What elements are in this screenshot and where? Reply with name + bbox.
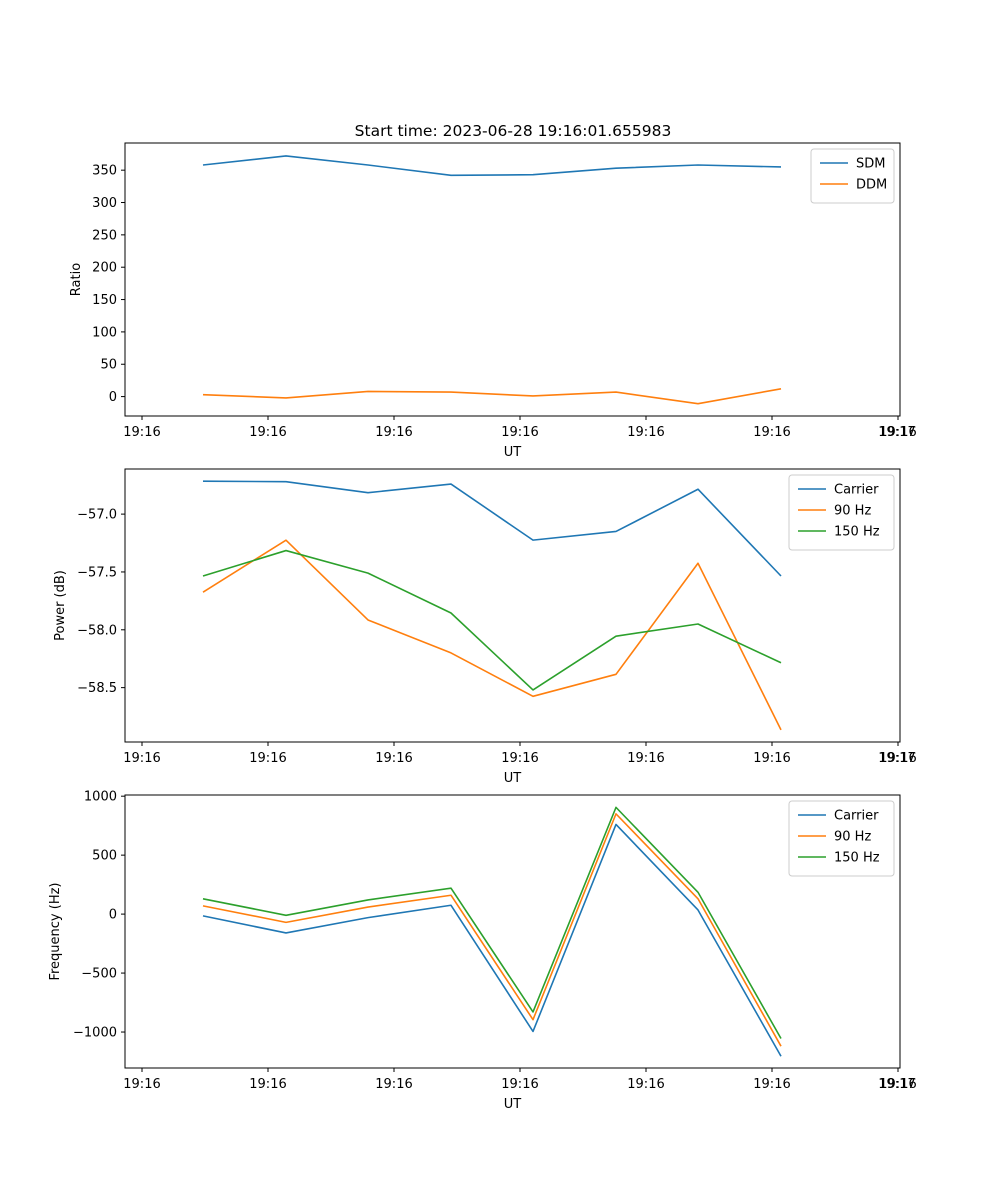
power-legend-label-carrier: Carrier bbox=[834, 483, 879, 498]
frequency-ytick-label: −500 bbox=[81, 967, 117, 982]
ratio-xtick-label: 19:16 bbox=[501, 425, 538, 440]
frequency-legend-label-150-hz: 150 Hz bbox=[834, 851, 880, 866]
figure-title: Start time: 2023-06-28 19:16:01.655983 bbox=[355, 122, 672, 140]
power-xtick-label: 19:16 bbox=[627, 751, 664, 766]
ratio-legend: SDM DDM bbox=[810, 148, 895, 204]
ratio-ytick-label: 150 bbox=[92, 293, 117, 308]
frequency-series-90-hz-line bbox=[202, 813, 782, 1047]
frequency-legend-label-90-hz: 90 Hz bbox=[834, 830, 871, 845]
ratio-ytick-label: 350 bbox=[92, 164, 117, 179]
ratio-xtick-label: 19:16 bbox=[879, 425, 916, 440]
power-series-carrier-line bbox=[202, 480, 782, 577]
ratio-xtick-label: 19:16 bbox=[249, 425, 286, 440]
frequency-ytick-label: 1000 bbox=[84, 790, 117, 805]
ratio-ytick-label: 250 bbox=[92, 228, 117, 243]
frequency-x-axis-label: UT bbox=[504, 1097, 522, 1112]
power-plot-area bbox=[124, 468, 901, 743]
ratio-ytick-label: 200 bbox=[92, 261, 117, 276]
power-xtick-label: 19:16 bbox=[249, 751, 286, 766]
frequency-xtick-label: 19:16 bbox=[753, 1077, 790, 1092]
frequency-xtick-label: 19:16 bbox=[123, 1077, 160, 1092]
ratio-plot-area bbox=[124, 142, 901, 417]
power-xtick-label: 19:16 bbox=[501, 751, 538, 766]
frequency-ytick-label: 0 bbox=[109, 908, 117, 923]
power-panel: 19:16 19:16 19:16 19:16 19:16 19:16 19:1619:17… bbox=[53, 468, 917, 786]
frequency-xtick-label: 19:16 bbox=[375, 1077, 412, 1092]
ratio-ytick-label: 50 bbox=[100, 358, 117, 373]
frequency-panel: 19:16 19:16 19:16 19:16 19:16 19:16 19:1619:17… bbox=[48, 790, 917, 1112]
power-legend: Carrier 90 Hz 150 Hz bbox=[788, 474, 895, 551]
frequency-xtick-label: 19:17 bbox=[878, 1077, 915, 1092]
power-ytick-label: −57.5 bbox=[77, 565, 117, 580]
ratio-x-axis-label: UT bbox=[504, 445, 522, 460]
ratio-xtick-label: 19:16 bbox=[375, 425, 412, 440]
frequency-xtick-label: 19:16 bbox=[627, 1077, 664, 1092]
frequency-xtick-label: 19:16 bbox=[501, 1077, 538, 1092]
ratio-xtick-label: 19:16 bbox=[753, 425, 790, 440]
power-ytick-label: −58.0 bbox=[77, 623, 117, 638]
power-xtick-label: 19:17 bbox=[878, 751, 915, 766]
ratio-xtick-label: 19:17 bbox=[878, 425, 915, 440]
ratio-ytick-label: 300 bbox=[92, 196, 117, 211]
ratio-xtick-label: 19:16 bbox=[123, 425, 160, 440]
frequency-plot-area bbox=[124, 794, 901, 1069]
frequency-ytick-label: 500 bbox=[92, 849, 117, 864]
power-legend-label-150-hz: 150 Hz bbox=[834, 525, 880, 540]
power-y-axis-label: Power (dB) bbox=[53, 570, 68, 641]
power-ytick-label: −58.5 bbox=[77, 681, 117, 696]
power-series-90-hz-line bbox=[202, 539, 782, 731]
frequency-legend-label-carrier: Carrier bbox=[834, 809, 879, 824]
power-xtick-label: 19:16 bbox=[375, 751, 412, 766]
power-xtick-label: 19:16 bbox=[879, 751, 916, 766]
power-x-axis-label: UT bbox=[504, 771, 522, 786]
frequency-xtick-label: 19:16 bbox=[249, 1077, 286, 1092]
frequency-xtick-label: 19:16 bbox=[879, 1077, 916, 1092]
power-legend-label-90-hz: 90 Hz bbox=[834, 504, 871, 519]
ratio-ytick-label: 0 bbox=[109, 390, 117, 405]
frequency-ytick-label: −1000 bbox=[73, 1026, 117, 1041]
ratio-panel: 19:16 19:16 19:16 19:16 19:16 19:16 19:1619:17… bbox=[69, 142, 917, 460]
ratio-xtick-label: 19:16 bbox=[627, 425, 664, 440]
frequency-y-axis-label: Frequency (Hz) bbox=[48, 882, 63, 980]
ratio-legend-label-ddm: DDM bbox=[856, 178, 887, 193]
power-xtick-label: 19:16 bbox=[753, 751, 790, 766]
ratio-legend-label-sdm: SDM bbox=[856, 157, 885, 172]
ratio-series-ddm-line bbox=[202, 388, 782, 405]
power-series-150-hz-line bbox=[202, 549, 782, 691]
power-ytick-label: −57.0 bbox=[77, 508, 117, 523]
power-xtick-label: 19:16 bbox=[123, 751, 160, 766]
ratio-y-axis-label: Ratio bbox=[69, 263, 84, 296]
ratio-ytick-label: 100 bbox=[92, 325, 117, 340]
frequency-series-150-hz-line bbox=[202, 806, 782, 1039]
ratio-series-sdm-line bbox=[202, 155, 782, 177]
frequency-legend: Carrier 90 Hz 150 Hz bbox=[788, 800, 895, 877]
frequency-series-carrier-line bbox=[202, 823, 782, 1057]
